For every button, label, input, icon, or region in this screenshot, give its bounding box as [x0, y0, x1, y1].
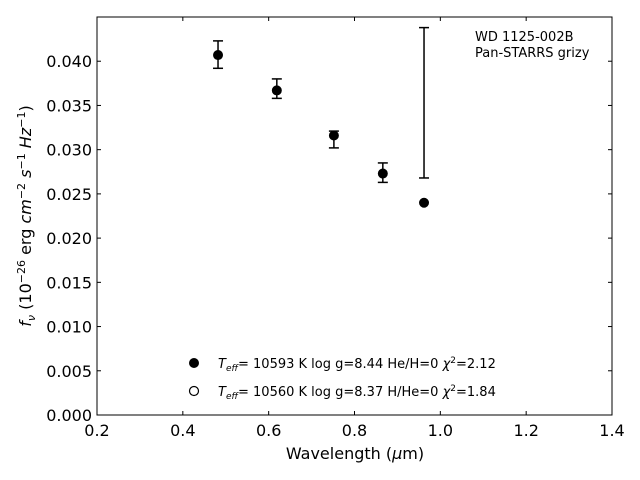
plot-frame: [96, 16, 613, 416]
legend-label-h-he: Teff= 10560 K log g=8.37 H/He=0 χ2=1.84: [218, 384, 496, 402]
x-tick-label: 0.4: [170, 421, 195, 440]
y-tick-label: 0.020: [46, 229, 92, 248]
y-tick-label: 0.040: [46, 52, 92, 71]
x-tick-label: 1.0: [428, 421, 453, 440]
y-tick-label: 0.010: [46, 318, 92, 337]
y-tick-label: 0.035: [46, 96, 92, 115]
annotation-object-name: WD 1125-002B: [475, 30, 574, 45]
x-tick-label: 0.6: [256, 421, 281, 440]
y-tick-label: 0.000: [46, 406, 92, 425]
data-point: [328, 130, 339, 141]
y-axis-label: fν (10−26 erg cm−2 s−1 Hz−1): [15, 105, 38, 326]
y-tick-label: 0.015: [46, 273, 92, 292]
data-point: [271, 85, 282, 96]
y-tick-label: 0.005: [46, 362, 92, 381]
x-tick-label: 1.4: [599, 421, 624, 440]
x-tick-label: 0.8: [342, 421, 367, 440]
legend: Teff= 10593 K log g=8.44 He/H=0 χ2=2.12 …: [188, 356, 496, 402]
x-tick-label: 1.2: [513, 421, 538, 440]
data-point: [213, 50, 224, 61]
plot-area: 0.2 0.4 0.6 0.8 1.0 1.2 1.4 0.000 0.005 0.010 0.01…: [46, 16, 625, 440]
y-tick-label: 0.025: [46, 185, 92, 204]
y-tick-label: 0.030: [46, 141, 92, 160]
x-tick-label: 0.2: [84, 421, 109, 440]
x-axis-label: Wavelength (μm): [286, 444, 424, 463]
legend-marker-open: [188, 385, 200, 397]
annotation-survey: Pan-STARRS grizy: [475, 46, 590, 61]
data-point: [419, 197, 430, 208]
data-point: [377, 168, 388, 179]
legend-marker-filled: [189, 358, 199, 368]
legend-label-he-h: Teff= 10593 K log g=8.44 He/H=0 χ2=2.12: [218, 356, 496, 374]
